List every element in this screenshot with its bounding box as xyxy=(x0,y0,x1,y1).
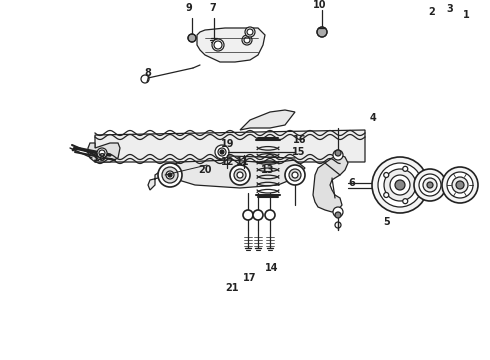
Circle shape xyxy=(289,169,301,181)
Circle shape xyxy=(384,169,416,201)
Polygon shape xyxy=(88,143,120,162)
Text: 16: 16 xyxy=(293,135,307,145)
Text: 2: 2 xyxy=(429,7,436,17)
Circle shape xyxy=(243,210,253,220)
Circle shape xyxy=(442,167,478,203)
Text: 19: 19 xyxy=(221,139,235,149)
Text: 14: 14 xyxy=(265,263,279,273)
Circle shape xyxy=(414,169,446,201)
Circle shape xyxy=(162,167,178,183)
Circle shape xyxy=(234,169,246,181)
Text: 17: 17 xyxy=(243,273,257,283)
Polygon shape xyxy=(148,160,305,190)
Circle shape xyxy=(390,175,410,195)
Text: 5: 5 xyxy=(384,217,391,227)
Circle shape xyxy=(212,39,224,51)
Polygon shape xyxy=(197,28,265,62)
Text: 8: 8 xyxy=(145,68,151,78)
Circle shape xyxy=(419,174,441,196)
Circle shape xyxy=(384,172,389,177)
Circle shape xyxy=(317,27,327,37)
Circle shape xyxy=(285,165,305,185)
Circle shape xyxy=(333,150,343,160)
Circle shape xyxy=(158,163,182,187)
Circle shape xyxy=(427,182,433,188)
Circle shape xyxy=(292,172,298,178)
Circle shape xyxy=(395,180,405,190)
Circle shape xyxy=(237,172,243,178)
Circle shape xyxy=(403,199,408,204)
Circle shape xyxy=(415,183,419,188)
Circle shape xyxy=(220,150,224,154)
Text: 15: 15 xyxy=(292,147,306,157)
Circle shape xyxy=(245,27,255,37)
Text: 1: 1 xyxy=(463,10,469,20)
Circle shape xyxy=(166,171,174,179)
Text: 12: 12 xyxy=(221,157,235,167)
Circle shape xyxy=(335,212,341,218)
Circle shape xyxy=(215,145,229,159)
Text: 13: 13 xyxy=(261,165,275,175)
Circle shape xyxy=(188,34,196,42)
Text: 21: 21 xyxy=(225,283,239,293)
Circle shape xyxy=(97,148,107,158)
Circle shape xyxy=(447,172,473,198)
Circle shape xyxy=(168,173,172,177)
Circle shape xyxy=(378,163,422,207)
Circle shape xyxy=(253,210,263,220)
Circle shape xyxy=(242,35,252,45)
Text: 4: 4 xyxy=(369,113,376,123)
Text: 3: 3 xyxy=(446,4,453,14)
Polygon shape xyxy=(313,155,348,212)
Text: 10: 10 xyxy=(313,0,327,10)
Circle shape xyxy=(335,150,341,156)
Circle shape xyxy=(423,178,437,192)
Circle shape xyxy=(230,165,250,185)
Text: 18: 18 xyxy=(93,153,107,163)
Circle shape xyxy=(403,166,408,171)
Circle shape xyxy=(265,210,275,220)
Polygon shape xyxy=(240,110,295,130)
Circle shape xyxy=(456,181,464,189)
Text: 7: 7 xyxy=(210,3,217,13)
Text: 6: 6 xyxy=(348,178,355,188)
Circle shape xyxy=(333,207,343,217)
Circle shape xyxy=(372,157,428,213)
Circle shape xyxy=(452,177,468,193)
Polygon shape xyxy=(95,130,365,162)
Text: 20: 20 xyxy=(198,165,212,175)
Text: 11: 11 xyxy=(236,157,250,167)
Text: 9: 9 xyxy=(186,3,193,13)
Circle shape xyxy=(384,193,389,198)
